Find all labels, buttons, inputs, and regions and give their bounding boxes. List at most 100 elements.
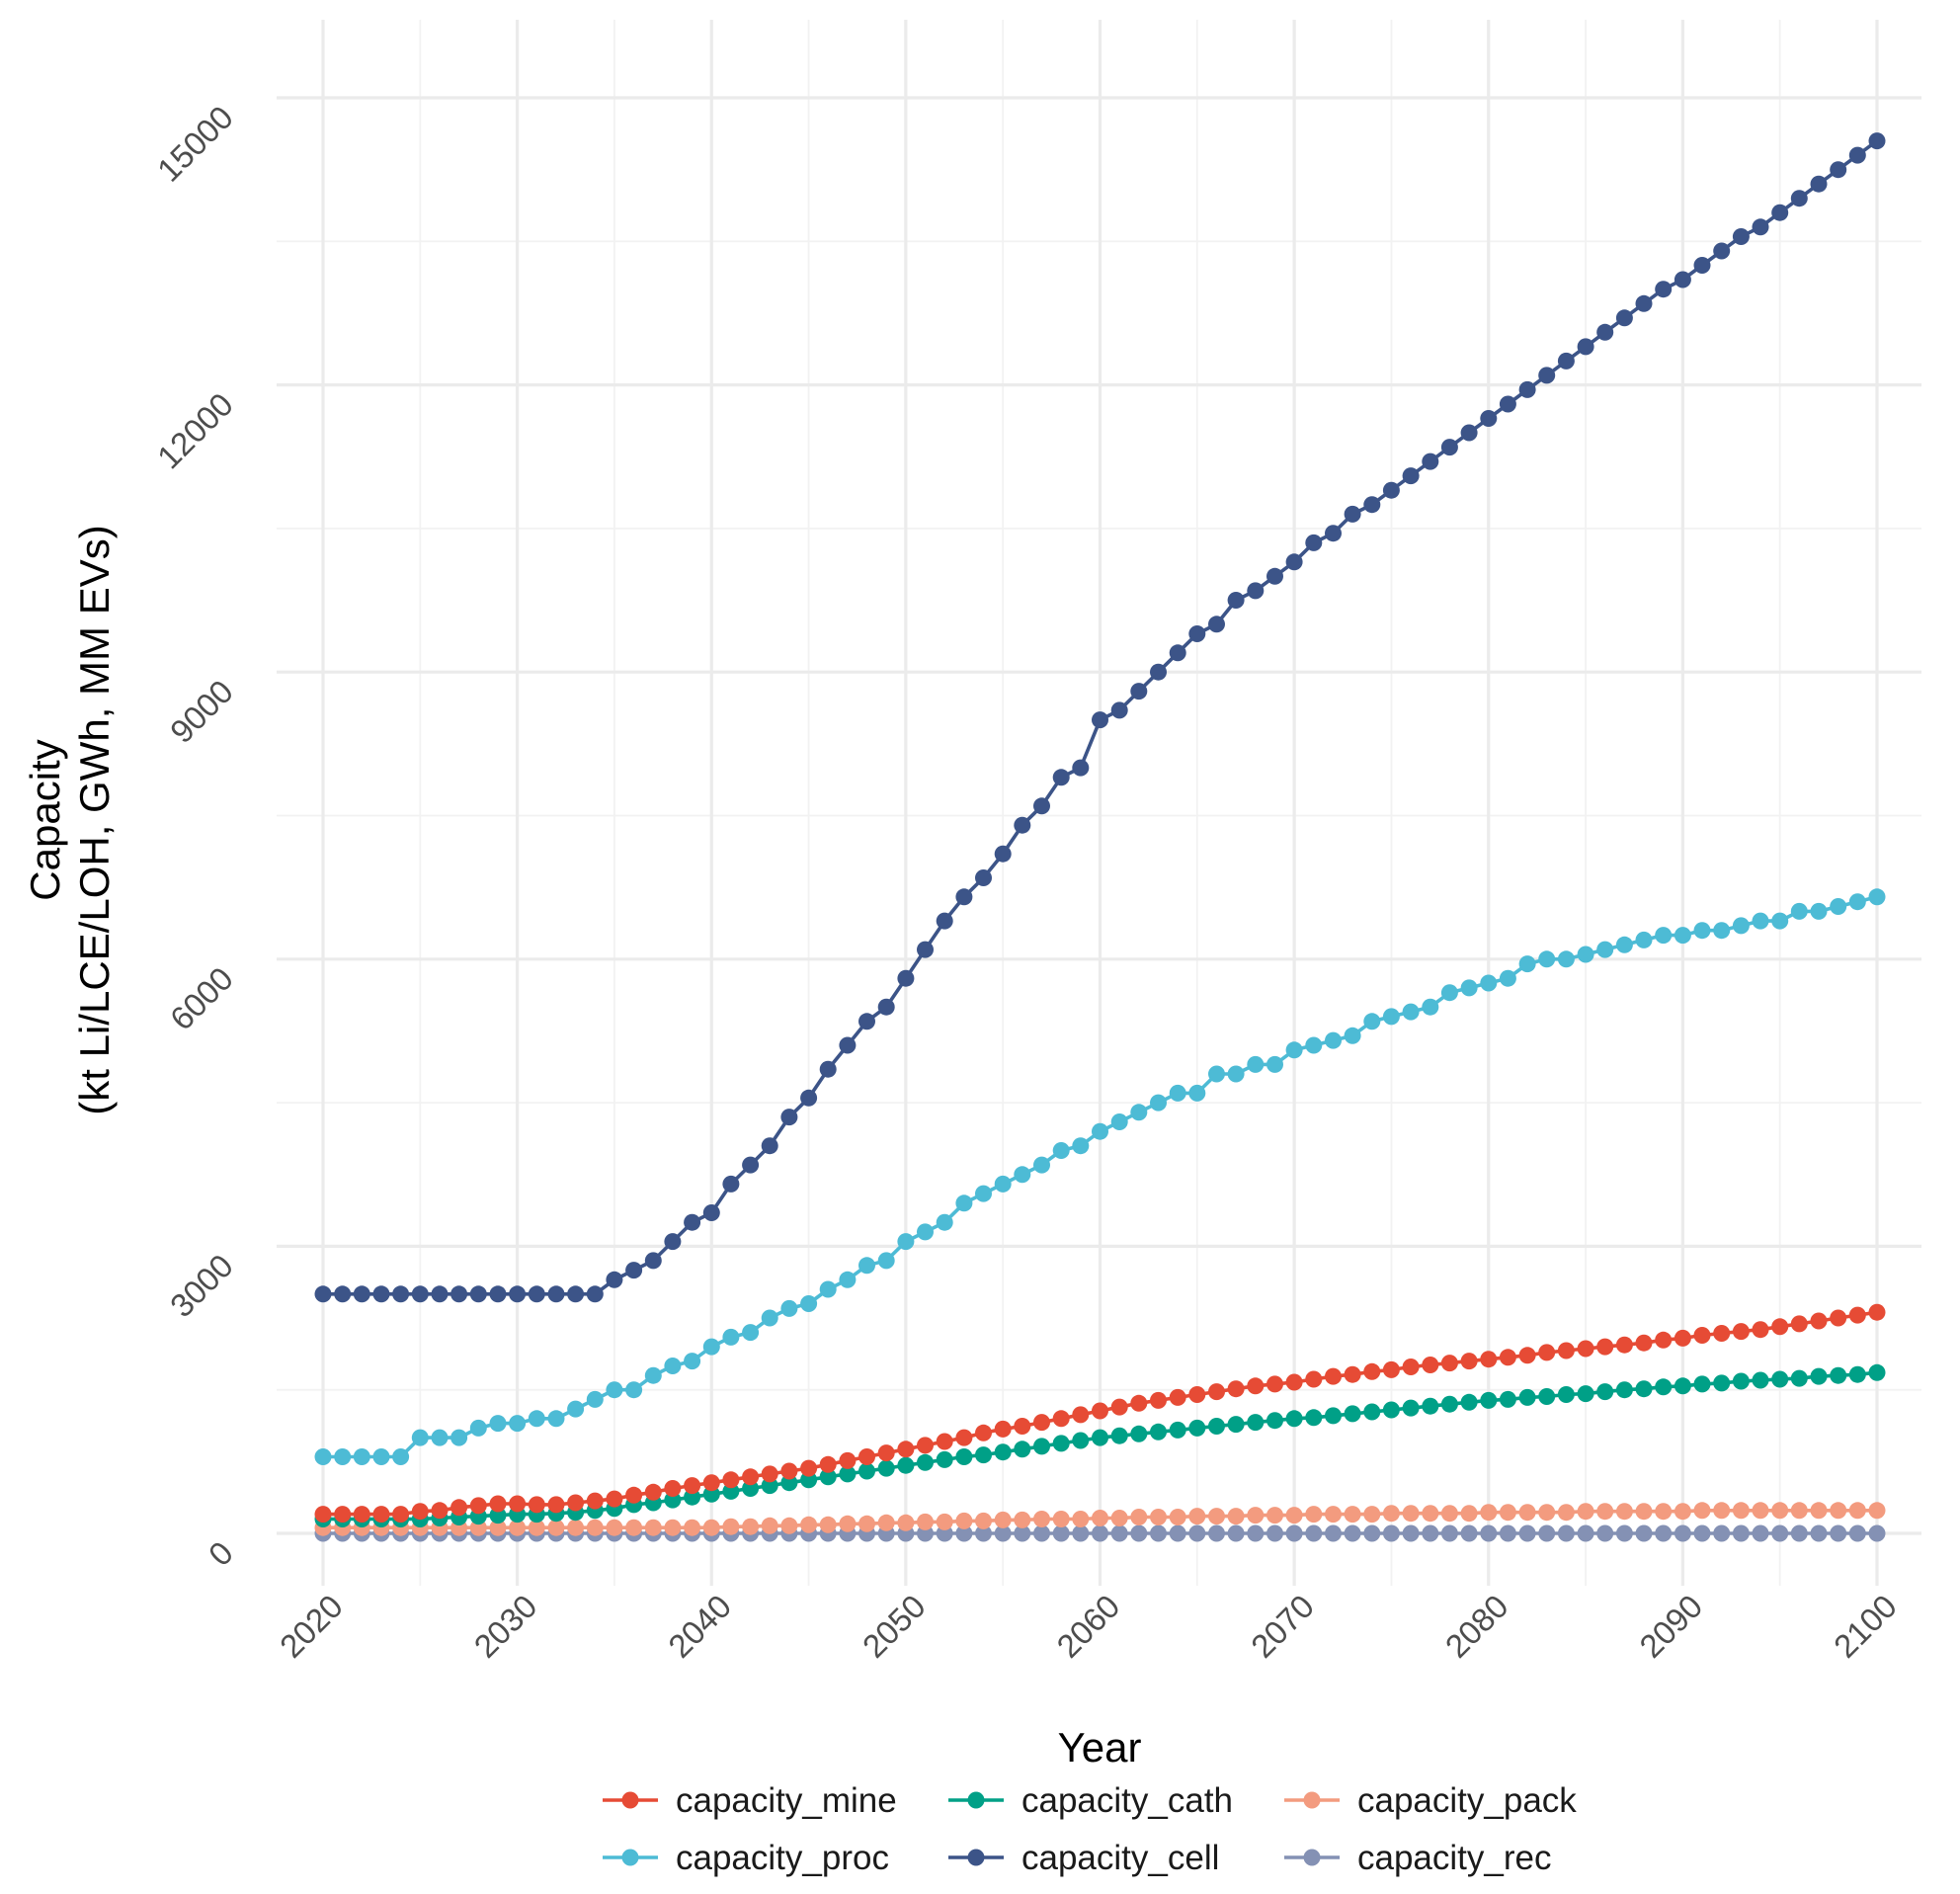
data-point — [1188, 1508, 1206, 1525]
data-point — [450, 1429, 468, 1446]
series-group — [314, 132, 1886, 1542]
data-point — [1830, 1366, 1847, 1384]
data-point — [780, 1517, 798, 1534]
data-point — [1169, 1084, 1186, 1102]
data-point — [742, 1480, 760, 1497]
data-point — [606, 1519, 623, 1536]
data-point — [800, 1471, 818, 1489]
data-point — [469, 1285, 487, 1303]
data-point — [1790, 1369, 1808, 1387]
data-point — [1227, 1380, 1245, 1398]
data-point — [1169, 1388, 1186, 1406]
data-point — [1538, 950, 1556, 968]
data-point — [1868, 1502, 1886, 1520]
data-point — [1655, 1331, 1673, 1349]
data-point — [625, 1486, 643, 1504]
data-point — [1790, 1315, 1808, 1333]
x-axis-title: Year — [1058, 1724, 1142, 1770]
series-capacity_cath — [314, 1363, 1886, 1527]
data-point — [1382, 481, 1400, 499]
legend-label: capacity_pack — [1357, 1781, 1577, 1820]
data-point — [1480, 974, 1498, 992]
data-point — [1247, 1414, 1265, 1432]
data-point — [1771, 204, 1789, 221]
data-point — [1130, 1524, 1148, 1542]
data-point — [936, 1213, 953, 1231]
data-point — [684, 1519, 701, 1536]
data-point — [644, 1519, 662, 1536]
data-point — [1635, 1524, 1653, 1542]
data-point — [936, 912, 953, 930]
data-point — [1305, 1370, 1323, 1388]
data-point — [353, 1506, 370, 1523]
data-point — [1577, 1524, 1594, 1542]
data-point — [1305, 1524, 1323, 1542]
data-point — [1499, 969, 1516, 987]
data-point — [975, 1446, 992, 1464]
data-point — [955, 1448, 973, 1465]
data-point — [722, 1471, 740, 1489]
legend-item-capacity_proc: capacity_proc — [603, 1839, 889, 1877]
data-point — [1518, 1347, 1536, 1364]
legend-key-point — [967, 1849, 985, 1866]
data-point — [1382, 1008, 1400, 1026]
y-tick-label: 0 — [202, 1534, 240, 1573]
data-point — [567, 1519, 585, 1536]
data-point — [1363, 1362, 1381, 1380]
data-point — [547, 1519, 565, 1536]
legend-key-point — [1303, 1791, 1321, 1809]
data-point — [1460, 1353, 1478, 1370]
data-point — [1868, 888, 1886, 906]
y-axis-title-line2: (kt Li/LCE/LOH, GWh, MM EVs) — [71, 525, 118, 1114]
data-point — [761, 1465, 778, 1483]
data-point — [1596, 323, 1614, 341]
data-point — [1732, 228, 1750, 245]
data-point — [1422, 998, 1439, 1016]
data-point — [1538, 1524, 1556, 1542]
data-point — [586, 1285, 604, 1303]
data-point — [411, 1503, 429, 1521]
data-point — [1693, 1502, 1711, 1520]
data-point — [1830, 1524, 1847, 1542]
data-point — [1635, 1380, 1653, 1398]
data-point — [1363, 1403, 1381, 1421]
data-point — [839, 1515, 857, 1532]
data-point — [469, 1419, 487, 1437]
data-point — [1422, 1524, 1439, 1542]
data-point — [975, 1512, 992, 1529]
data-point — [1790, 1502, 1808, 1520]
data-point — [1615, 1524, 1633, 1542]
data-point — [1033, 1438, 1050, 1455]
data-point — [1072, 759, 1090, 777]
data-point — [702, 1474, 720, 1492]
data-point — [1325, 1031, 1342, 1049]
data-point — [1713, 1502, 1731, 1520]
data-point — [1266, 1507, 1283, 1524]
data-point — [1557, 1386, 1575, 1403]
data-point — [1092, 1429, 1108, 1446]
data-point — [1655, 1503, 1673, 1521]
data-point — [1208, 1418, 1225, 1435]
data-point — [353, 1285, 370, 1303]
data-point — [586, 1519, 604, 1536]
data-point — [334, 1506, 352, 1523]
y-tick-label: 3000 — [163, 1247, 240, 1324]
data-point — [1655, 927, 1673, 945]
data-point — [1518, 1504, 1536, 1522]
data-point — [489, 1519, 507, 1536]
data-point — [1615, 1503, 1633, 1521]
data-point — [1188, 1386, 1206, 1403]
data-point — [1577, 1385, 1594, 1403]
data-point — [1480, 410, 1498, 427]
y-tick-label: 6000 — [163, 960, 240, 1037]
data-point — [509, 1519, 527, 1536]
data-point — [858, 1462, 875, 1480]
data-point — [780, 1299, 798, 1317]
data-point — [1615, 1336, 1633, 1354]
data-point — [489, 1285, 507, 1303]
data-point — [761, 1137, 778, 1155]
grid — [277, 20, 1921, 1586]
data-point — [1402, 1399, 1420, 1417]
data-point — [1092, 1510, 1108, 1526]
